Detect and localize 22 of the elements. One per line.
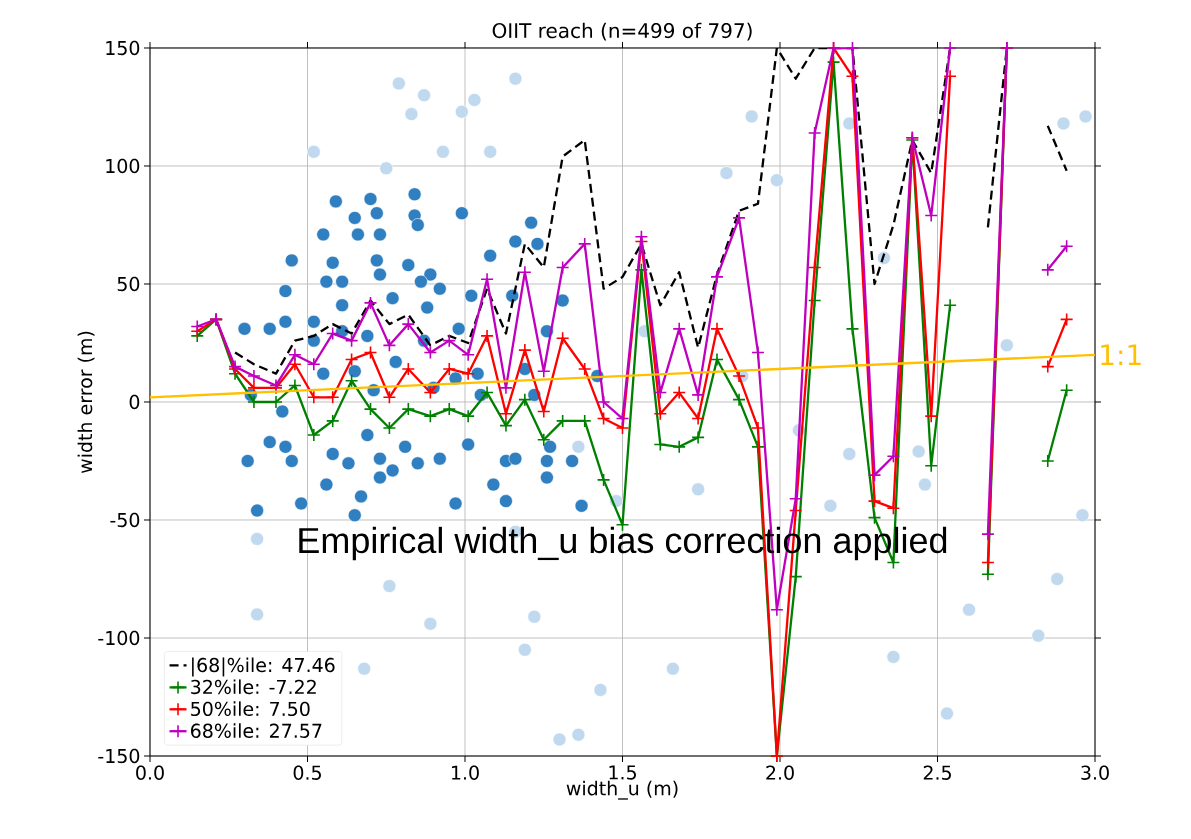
y-tick-label: -150 <box>98 748 140 764</box>
x-tick-label: 1.0 <box>451 765 479 780</box>
y-tick-label: 100 <box>106 158 140 174</box>
x-tick-label: 3.0 <box>1081 765 1109 780</box>
x-tick-label: 0.5 <box>293 765 321 780</box>
x-tick-label: 0.0 <box>136 765 164 780</box>
x-tick-label: 2.5 <box>923 765 951 780</box>
x-tick-label: 2.0 <box>766 765 794 780</box>
legend-label: 32%ile: -7.22 <box>191 679 316 695</box>
y-tick-label: -100 <box>98 630 140 646</box>
legend-label: 68%ile: 27.57 <box>191 723 322 738</box>
y-tick-label: 50 <box>117 276 140 292</box>
chart-title: OIIT reach (n=499 of 797) <box>492 22 752 41</box>
y-tick-label: -50 <box>110 512 140 528</box>
y-tick-label: 150 <box>106 40 140 56</box>
y-axis-title: width error (m) <box>77 331 95 474</box>
x-axis-title: width_u (m) <box>566 780 678 800</box>
y-tick-label: 0 <box>129 394 140 410</box>
legend-label: |68|%ile: 47.46 <box>192 657 335 677</box>
legend-label: 50%ile: 7.50 <box>191 701 310 717</box>
annotation: 1:1 <box>1101 344 1141 365</box>
x-tick-label: 1.5 <box>609 765 636 780</box>
